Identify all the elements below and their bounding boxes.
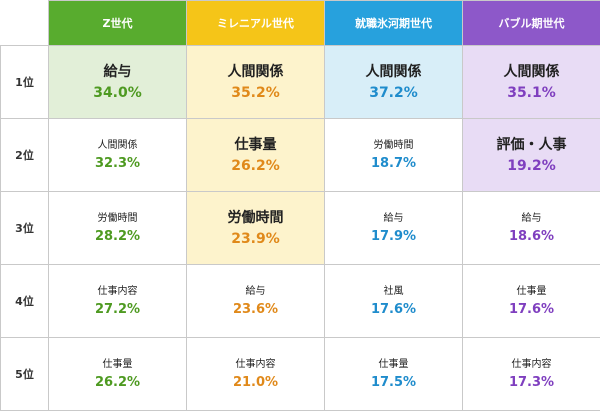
percentage-value: 26.2% [49, 374, 186, 392]
item-label: 給与 [49, 62, 186, 82]
cell: 評価・人事 19.2% [463, 119, 600, 192]
item-label: 仕事量 [187, 135, 324, 155]
rank-label: 2位 [1, 119, 49, 192]
percentage-value: 26.2% [187, 157, 324, 175]
cell: 給与 23.6% [187, 265, 325, 338]
percentage-value: 27.2% [49, 301, 186, 319]
item-label: 給与 [463, 211, 600, 226]
item-label: 労働時間 [187, 208, 324, 228]
cell: 人間関係 37.2% [325, 46, 463, 119]
item-label: 仕事量 [463, 284, 600, 299]
cell: 労働時間 23.9% [187, 192, 325, 265]
item-label: 仕事内容 [187, 357, 324, 372]
cell: 仕事量 26.2% [49, 338, 187, 411]
ranking-chart: Z世代 ミレニアル世代 就職氷河期世代 バブル期世代 1位 給与 34.0% 人間… [0, 0, 600, 402]
percentage-value: 35.2% [187, 84, 324, 102]
rank-label: 5位 [1, 338, 49, 411]
item-label: 評価・人事 [463, 135, 600, 155]
header-z: Z世代 [49, 1, 187, 46]
item-label: 仕事内容 [463, 357, 600, 372]
cell: 給与 34.0% [49, 46, 187, 119]
item-label: 人間関係 [325, 62, 462, 82]
percentage-value: 21.0% [187, 374, 324, 392]
cell: 労働時間 18.7% [325, 119, 463, 192]
rank-label: 3位 [1, 192, 49, 265]
item-label: 労働時間 [49, 211, 186, 226]
header-hyougaki: 就職氷河期世代 [325, 1, 463, 46]
header-bubble: バブル期世代 [463, 1, 600, 46]
percentage-value: 35.1% [463, 84, 600, 102]
rank-label: 1位 [1, 46, 49, 119]
cell: 人間関係 32.3% [49, 119, 187, 192]
cell: 仕事量 26.2% [187, 119, 325, 192]
item-label: 仕事量 [49, 357, 186, 372]
percentage-value: 23.6% [187, 301, 324, 319]
cell: 社風 17.6% [325, 265, 463, 338]
percentage-value: 17.5% [325, 374, 462, 392]
item-label: 給与 [187, 284, 324, 299]
cell: 仕事内容 21.0% [187, 338, 325, 411]
cell: 仕事量 17.5% [325, 338, 463, 411]
item-label: 社風 [325, 284, 462, 299]
rank-row-2: 2位 人間関係 32.3% 仕事量 26.2% 労働時間 18.7% 評価・人事 19.… [1, 119, 600, 192]
percentage-value: 23.9% [187, 230, 324, 248]
percentage-value: 18.7% [325, 155, 462, 173]
cell: 仕事量 17.6% [463, 265, 600, 338]
percentage-value: 19.2% [463, 157, 600, 175]
item-label: 給与 [325, 211, 462, 226]
corner-cell [1, 1, 49, 46]
cell: 仕事内容 17.3% [463, 338, 600, 411]
percentage-value: 17.9% [325, 228, 462, 246]
header-millennial: ミレニアル世代 [187, 1, 325, 46]
item-label: 仕事内容 [49, 284, 186, 299]
percentage-value: 28.2% [49, 228, 186, 246]
percentage-value: 34.0% [49, 84, 186, 102]
item-label: 人間関係 [49, 138, 186, 153]
rank-row-5: 5位 仕事量 26.2% 仕事内容 21.0% 仕事量 17.5% 仕事内容 17.3% [1, 338, 600, 411]
cell: 仕事内容 27.2% [49, 265, 187, 338]
percentage-value: 17.6% [463, 301, 600, 319]
cell: 労働時間 28.2% [49, 192, 187, 265]
percentage-value: 32.3% [49, 155, 186, 173]
percentage-value: 37.2% [325, 84, 462, 102]
percentage-value: 17.6% [325, 301, 462, 319]
cell: 給与 18.6% [463, 192, 600, 265]
header-row: Z世代 ミレニアル世代 就職氷河期世代 バブル期世代 [1, 1, 600, 46]
item-label: 労働時間 [325, 138, 462, 153]
rank-label: 4位 [1, 265, 49, 338]
cell: 人間関係 35.1% [463, 46, 600, 119]
item-label: 人間関係 [463, 62, 600, 82]
percentage-value: 18.6% [463, 228, 600, 246]
cell: 給与 17.9% [325, 192, 463, 265]
cell: 人間関係 35.2% [187, 46, 325, 119]
percentage-value: 17.3% [463, 374, 600, 392]
item-label: 仕事量 [325, 357, 462, 372]
item-label: 人間関係 [187, 62, 324, 82]
